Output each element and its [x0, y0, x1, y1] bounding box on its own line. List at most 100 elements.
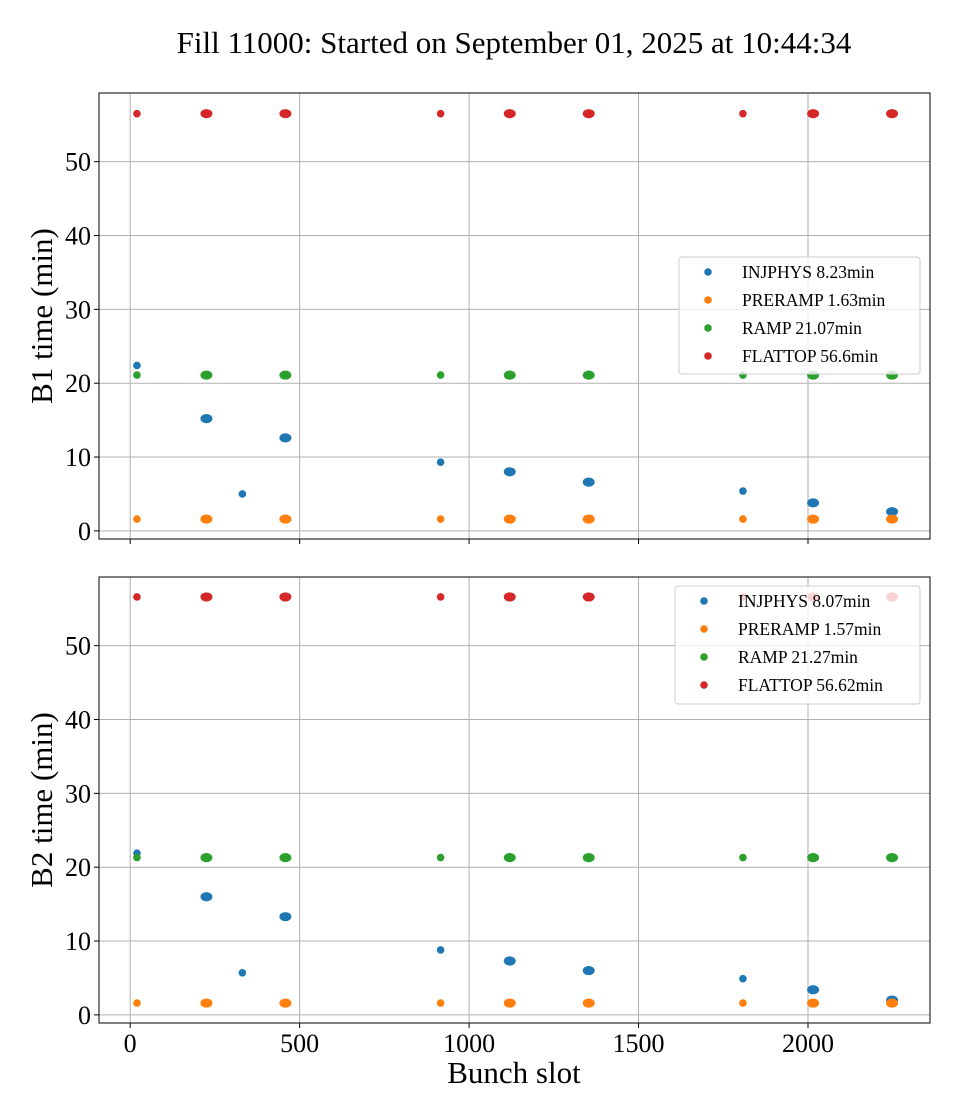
- legend-item-ramp: RAMP 21.27min: [700, 647, 858, 667]
- axes-frame: [98, 92, 931, 540]
- b1-injphys-point: [279, 433, 292, 443]
- b2-ramp-point: [739, 853, 747, 862]
- b2-ramp-point: [886, 852, 899, 863]
- b2-injphys-point: [807, 985, 820, 995]
- y-tick-label: 40: [65, 222, 91, 251]
- figure-title: Fill 11000: Started on September 01, 202…: [177, 25, 852, 60]
- b1-preramp-point: [582, 514, 595, 524]
- legend-frame: [678, 256, 921, 375]
- legend-label: PRERAMP 1.57min: [738, 619, 882, 639]
- b1-preramp-point: [133, 515, 141, 523]
- legend-frame: [674, 585, 921, 705]
- legend-item-injphys: INJPHYS 8.23min: [704, 262, 874, 282]
- b1-preramp-point: [886, 514, 899, 524]
- b2-injphys-point: [582, 965, 595, 976]
- b1-flattop-point: [807, 109, 820, 119]
- b2-injphys-point: [279, 912, 292, 922]
- b1-flattop-point: [133, 109, 141, 118]
- legend-marker: [704, 324, 712, 332]
- y-tick-label: 20: [65, 369, 91, 398]
- y-tick-label: 10: [65, 927, 91, 956]
- panel-b1: 0 10 20 30 40 50 B1 time (min) INJPHYS 8.23min P…: [24, 92, 931, 546]
- b1-ramp-point: [582, 370, 595, 380]
- b1-injphys-point: [739, 487, 747, 495]
- b2-flattop-point: [133, 593, 141, 601]
- b2-flattop-point: [503, 592, 516, 602]
- b2-injphys-point: [436, 946, 445, 954]
- b1-injphys-point: [886, 507, 899, 517]
- b2-ramp-point: [279, 852, 292, 863]
- y-axis-label: B2 time (min): [24, 712, 59, 888]
- legend-item-flattop: FLATTOP 56.62min: [700, 675, 883, 695]
- legend-label: PRERAMP 1.63min: [742, 290, 886, 310]
- legend-label: RAMP 21.27min: [738, 647, 858, 667]
- b1-flattop-point: [279, 109, 292, 119]
- b1-preramp-point: [503, 514, 516, 524]
- legend-marker: [700, 597, 708, 605]
- b1-flattop-point: [200, 109, 213, 119]
- legend-marker: [704, 296, 712, 304]
- axes-frame: [98, 576, 931, 1024]
- b1-preramp-point: [807, 514, 820, 524]
- y-tick-label: 10: [65, 443, 91, 472]
- b1-injphys-point: [807, 498, 820, 508]
- panel-b2: 0 500 1000 1500 2000 0 10 20 30 40 50 B2 time (min)…: [24, 576, 931, 1058]
- y-tick-label: 40: [65, 706, 91, 735]
- b2-flattop-point: [200, 592, 213, 602]
- x-tick-label: 1500: [613, 1029, 665, 1058]
- legend-item-flattop: FLATTOP 56.6min: [704, 346, 878, 366]
- b1-injphys-point: [582, 477, 595, 487]
- b2-preramp-point: [503, 998, 516, 1008]
- y-tick-label: 30: [65, 779, 91, 808]
- legend-marker: [700, 681, 708, 689]
- y-tick-label: 0: [78, 517, 91, 546]
- legend: INJPHYS 8.23min PRERAMP 1.63min RAMP 21.07…: [678, 256, 921, 375]
- b2-ramp-point: [436, 853, 445, 862]
- b2-ramp-point: [200, 852, 213, 863]
- legend-item-ramp: RAMP 21.07min: [704, 318, 862, 338]
- y-tick-label: 0: [78, 1001, 91, 1030]
- b2-injphys-point: [200, 892, 213, 902]
- legend-label: RAMP 21.07min: [742, 318, 862, 338]
- b1-ramp-point: [436, 371, 445, 379]
- b2-injphys-point: [503, 956, 516, 966]
- b2-injphys-point: [739, 974, 747, 983]
- b2-flattop-point: [582, 592, 595, 602]
- legend-item-injphys: INJPHYS 8.07min: [700, 591, 870, 611]
- b2-flattop-point: [279, 592, 292, 602]
- legend-label: FLATTOP 56.6min: [742, 346, 878, 366]
- legend-marker: [700, 653, 708, 661]
- b2-ramp-point: [503, 852, 516, 863]
- x-tick-label: 1000: [443, 1029, 495, 1058]
- b1-flattop-point: [503, 109, 516, 119]
- b2-preramp-point: [807, 998, 820, 1008]
- legend-item-preramp: PRERAMP 1.63min: [704, 290, 886, 310]
- x-tick-label: 0: [124, 1029, 137, 1058]
- b1-injphys-point: [200, 414, 213, 424]
- b1-flattop-point: [582, 109, 595, 119]
- legend-label: INJPHYS 8.07min: [738, 591, 870, 611]
- b1-ramp-point: [133, 371, 141, 379]
- b1-injphys-point: [238, 490, 247, 498]
- legend-marker: [700, 625, 708, 633]
- b2-preramp-point: [436, 999, 445, 1007]
- x-tick-label: 2000: [782, 1029, 834, 1058]
- b1-injphys-point: [503, 467, 516, 477]
- y-tick-label: 30: [65, 295, 91, 324]
- legend-label: FLATTOP 56.62min: [738, 675, 883, 695]
- b2-injphys-point: [238, 968, 247, 977]
- legend-marker: [704, 268, 712, 276]
- b2-ramp-point: [807, 852, 820, 863]
- y-axis-label: B1 time (min): [24, 228, 59, 404]
- legend-item-preramp: PRERAMP 1.57min: [700, 619, 882, 639]
- legend-marker: [704, 352, 712, 360]
- b2-preramp-point: [886, 998, 899, 1008]
- b1-preramp-point: [279, 514, 292, 524]
- b2-preramp-point: [739, 999, 747, 1007]
- b2-preramp-point: [582, 998, 595, 1008]
- b1-flattop-point: [739, 109, 747, 118]
- b2-ramp-point: [133, 853, 141, 862]
- b2-preramp-point: [133, 999, 141, 1007]
- b2-flattop-point: [436, 593, 445, 601]
